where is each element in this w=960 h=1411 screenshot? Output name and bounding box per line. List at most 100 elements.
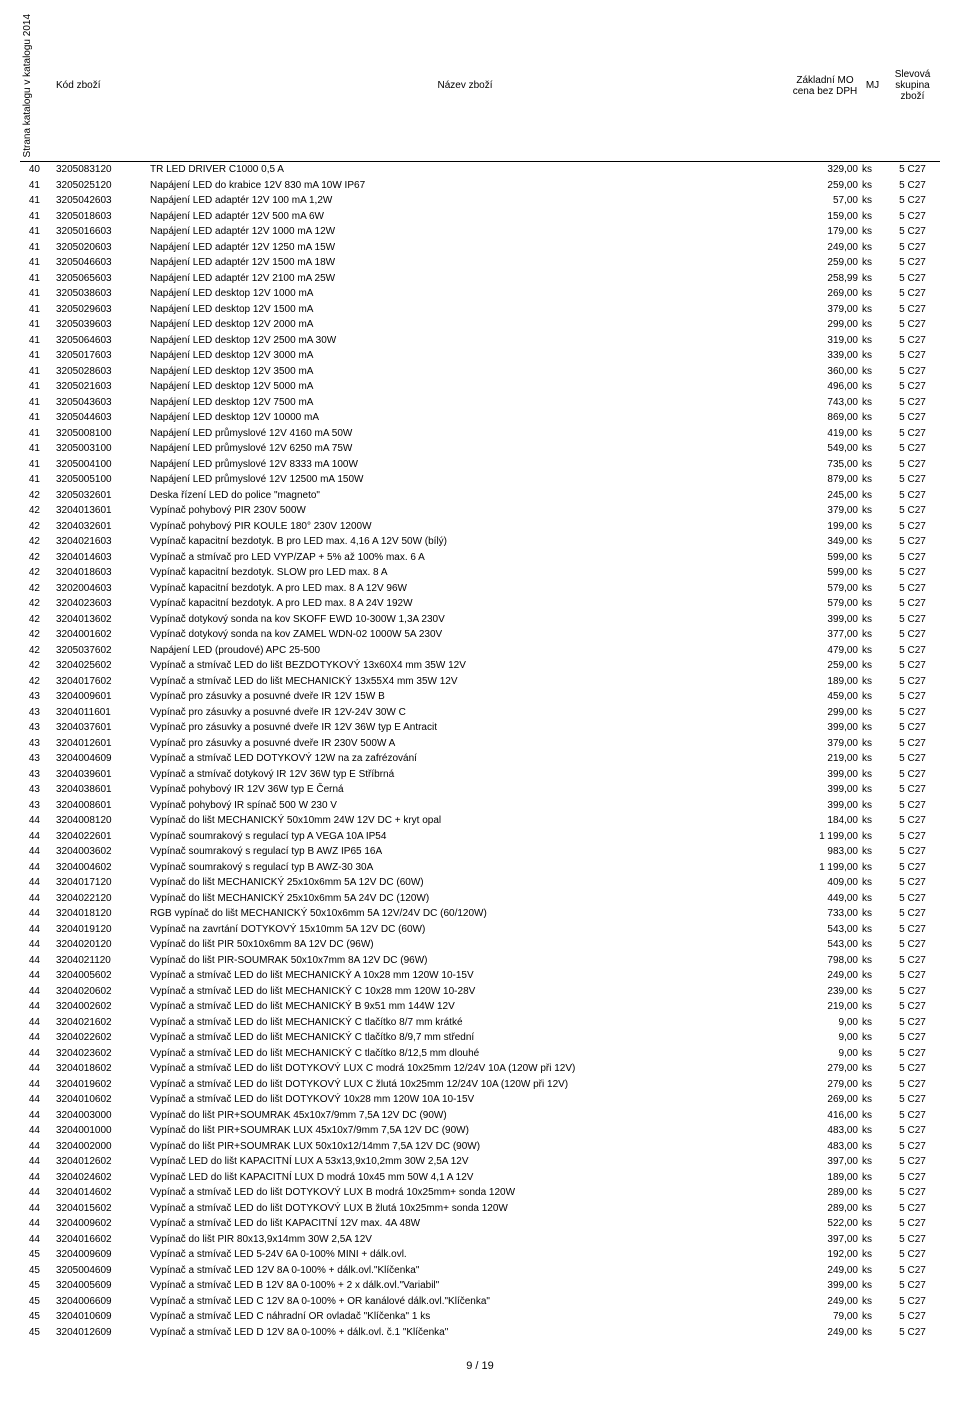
cell-group: 5 C27 xyxy=(885,1077,940,1093)
cell-price: 543,00 xyxy=(790,922,860,938)
cell-page: 43 xyxy=(20,767,50,783)
cell-group: 5 C27 xyxy=(885,193,940,209)
cell-group: 5 C27 xyxy=(885,953,940,969)
cell-page: 41 xyxy=(20,348,50,364)
cell-mj: ks xyxy=(860,1185,885,1201)
cell-group: 5 C27 xyxy=(885,1294,940,1310)
cell-group: 5 C27 xyxy=(885,937,940,953)
table-row: 443204016602Vypínač do lišt PIR 80x13,9x… xyxy=(20,1232,940,1248)
cell-mj: ks xyxy=(860,348,885,364)
cell-mj: ks xyxy=(860,1030,885,1046)
table-row: 443204014602Vypínač a stmívač LED do liš… xyxy=(20,1185,940,1201)
cell-mj: ks xyxy=(860,844,885,860)
table-row: 433204038601Vypínač pohybový IR 12V 36W … xyxy=(20,782,940,798)
cell-page: 42 xyxy=(20,674,50,690)
cell-code: 3204015602 xyxy=(50,1201,140,1217)
table-row: 423204021603Vypínač kapacitní bezdotyk. … xyxy=(20,534,940,550)
cell-mj: ks xyxy=(860,1294,885,1310)
table-row: 413205028603Napájení LED desktop 12V 350… xyxy=(20,364,940,380)
cell-code: 3204032601 xyxy=(50,519,140,535)
cell-page: 44 xyxy=(20,1015,50,1031)
cell-mj: ks xyxy=(860,1077,885,1093)
cell-code: 3205004609 xyxy=(50,1263,140,1279)
table-row: 443204022601Vypínač soumrakový s regulac… xyxy=(20,829,940,845)
table-row: 453204009609Vypínač a stmívač LED 5-24V … xyxy=(20,1247,940,1263)
cell-code: 3205008100 xyxy=(50,426,140,442)
cell-price: 879,00 xyxy=(790,472,860,488)
cell-page: 45 xyxy=(20,1309,50,1325)
cell-mj: ks xyxy=(860,658,885,674)
cell-code: 3204017120 xyxy=(50,875,140,891)
cell-price: 377,00 xyxy=(790,627,860,643)
cell-price: 239,00 xyxy=(790,984,860,1000)
cell-page: 41 xyxy=(20,379,50,395)
cell-page: 41 xyxy=(20,441,50,457)
cell-page: 42 xyxy=(20,581,50,597)
cell-name: Vypínač do lišt PIR-SOUMRAK 50x10x7mm 8A… xyxy=(140,953,790,969)
cell-code: 3205043603 xyxy=(50,395,140,411)
table-row: 433204011601Vypínač pro zásuvky a posuvn… xyxy=(20,705,940,721)
cell-group: 5 C27 xyxy=(885,906,940,922)
cell-page: 44 xyxy=(20,1030,50,1046)
table-row: 443204024602Vypínač LED do lišt KAPACITN… xyxy=(20,1170,940,1186)
cell-group: 5 C27 xyxy=(885,581,940,597)
cell-code: 3205029603 xyxy=(50,302,140,318)
cell-group: 5 C27 xyxy=(885,472,940,488)
cell-code: 3204001000 xyxy=(50,1123,140,1139)
table-row: 413205043603Napájení LED desktop 12V 750… xyxy=(20,395,940,411)
cell-page: 43 xyxy=(20,782,50,798)
cell-group: 5 C27 xyxy=(885,1139,940,1155)
cell-name: Napájení LED desktop 12V 1500 mA xyxy=(140,302,790,318)
cell-code: 3204021602 xyxy=(50,1015,140,1031)
cell-mj: ks xyxy=(860,829,885,845)
cell-code: 3204019602 xyxy=(50,1077,140,1093)
cell-page: 42 xyxy=(20,643,50,659)
table-row: 413205021603Napájení LED desktop 12V 500… xyxy=(20,379,940,395)
cell-price: 9,00 xyxy=(790,1030,860,1046)
cell-mj: ks xyxy=(860,906,885,922)
cell-mj: ks xyxy=(860,534,885,550)
table-row: 423205037602Napájení LED (proudové) APC … xyxy=(20,643,940,659)
cell-mj: ks xyxy=(860,984,885,1000)
cell-name: Vypínač a stmívač LED do lišt DOTYKOVÝ 1… xyxy=(140,1092,790,1108)
cell-code: 3204012601 xyxy=(50,736,140,752)
cell-price: 483,00 xyxy=(790,1123,860,1139)
cell-name: Napájení LED adaptér 12V 1500 mA 18W xyxy=(140,255,790,271)
cell-page: 44 xyxy=(20,829,50,845)
table-row: 443204003000Vypínač do lišt PIR+SOUMRAK … xyxy=(20,1108,940,1124)
cell-mj: ks xyxy=(860,720,885,736)
cell-group: 5 C27 xyxy=(885,534,940,550)
cell-mj: ks xyxy=(860,1278,885,1294)
cell-code: 3204013602 xyxy=(50,612,140,628)
cell-name: Napájení LED adaptér 12V 1000 mA 12W xyxy=(140,224,790,240)
cell-code: 3204013601 xyxy=(50,503,140,519)
cell-page: 40 xyxy=(20,162,50,178)
cell-name: Vypínač a stmívač LED do lišt MECHANICKÝ… xyxy=(140,968,790,984)
cell-price: 269,00 xyxy=(790,1092,860,1108)
cell-name: Vypínač do lišt PIR+SOUMRAK LUX 45x10x7/… xyxy=(140,1123,790,1139)
table-row: 453205004609Vypínač a stmívač LED 12V 8A… xyxy=(20,1263,940,1279)
table-row: 443204021120Vypínač do lišt PIR-SOUMRAK … xyxy=(20,953,940,969)
cell-code: 3205044603 xyxy=(50,410,140,426)
cell-name: Vypínač a stmívač LED do lišt DOTYKOVÝ L… xyxy=(140,1185,790,1201)
cell-name: Vypínač dotykový sonda na kov ZAMEL WDN-… xyxy=(140,627,790,643)
cell-price: 599,00 xyxy=(790,550,860,566)
table-row: 443204004602Vypínač soumrakový s regulac… xyxy=(20,860,940,876)
cell-group: 5 C27 xyxy=(885,674,940,690)
cell-name: Vypínač soumrakový s regulací typ B AWZ … xyxy=(140,844,790,860)
cell-price: 349,00 xyxy=(790,534,860,550)
table-row: 413205003100Napájení LED průmyslové 12V … xyxy=(20,441,940,457)
table-row: 443204020120Vypínač do lišt PIR 50x10x6m… xyxy=(20,937,940,953)
cell-price: 735,00 xyxy=(790,457,860,473)
cell-page: 42 xyxy=(20,488,50,504)
cell-name: Napájení LED adaptér 12V 1250 mA 15W xyxy=(140,240,790,256)
cell-name: Vypínač LED do lišt KAPACITNÍ LUX D modr… xyxy=(140,1170,790,1186)
cell-code: 3204010602 xyxy=(50,1092,140,1108)
cell-price: 184,00 xyxy=(790,813,860,829)
cell-page: 42 xyxy=(20,596,50,612)
cell-mj: ks xyxy=(860,782,885,798)
cell-mj: ks xyxy=(860,767,885,783)
cell-page: 41 xyxy=(20,410,50,426)
cell-price: 743,00 xyxy=(790,395,860,411)
cell-page: 44 xyxy=(20,1185,50,1201)
